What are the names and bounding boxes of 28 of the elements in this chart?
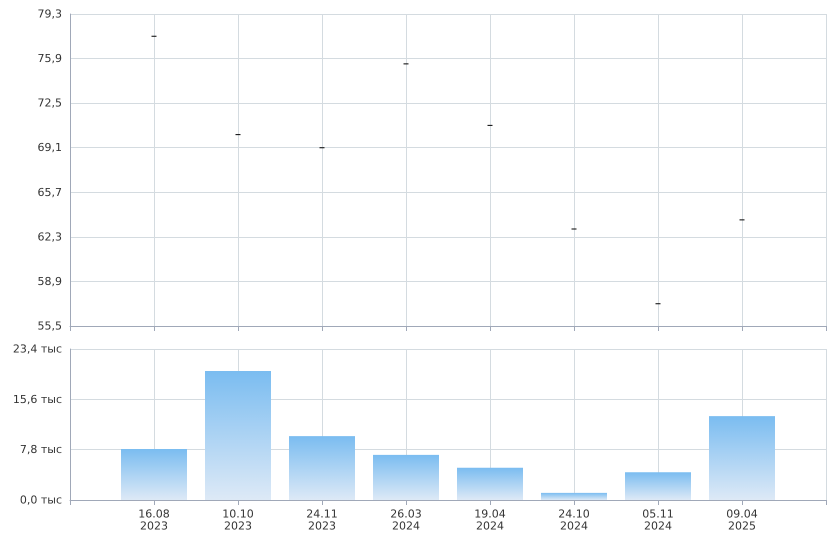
x-tick-label: 24.10 2024: [558, 508, 590, 532]
y-tick-label: 65,7: [38, 186, 62, 199]
y-tick-label: 62,3: [38, 230, 62, 244]
bar: [121, 449, 187, 500]
x-tick-label: 10.10 2023: [222, 508, 254, 532]
y-tick-label: 0,0 тыс: [20, 494, 62, 506]
y-tick-label: 69,1: [38, 141, 62, 154]
y-tick-label: 55,5: [38, 320, 62, 332]
x-tick-label: 19.04 2024: [474, 508, 506, 532]
x-tick-label: 09.04 2025: [726, 508, 758, 532]
y-tick-label: 72,5: [38, 96, 62, 110]
bar: [205, 370, 271, 500]
y-tick-label: 75,9: [38, 52, 62, 66]
bar: [289, 436, 355, 500]
bar: [373, 454, 439, 500]
x-tick-label: 05.11 2024: [642, 508, 674, 532]
y-tick-label: 23,4 тыс: [12, 342, 62, 356]
bar: [709, 416, 775, 500]
x-tick-label: 24.11 2023: [306, 508, 338, 532]
bar: [457, 468, 523, 500]
x-tick-label: 26.03 2024: [390, 508, 422, 532]
bar: [625, 472, 691, 500]
x-tick-label: 16.08 2023: [138, 508, 170, 532]
y-tick-label: 58,9: [38, 274, 62, 288]
y-tick-label: 7,8 тыс: [20, 443, 62, 456]
y-tick-label: 79,3: [38, 8, 62, 20]
bar: [541, 492, 607, 500]
y-tick-label: 15,6 тыс: [12, 392, 62, 406]
